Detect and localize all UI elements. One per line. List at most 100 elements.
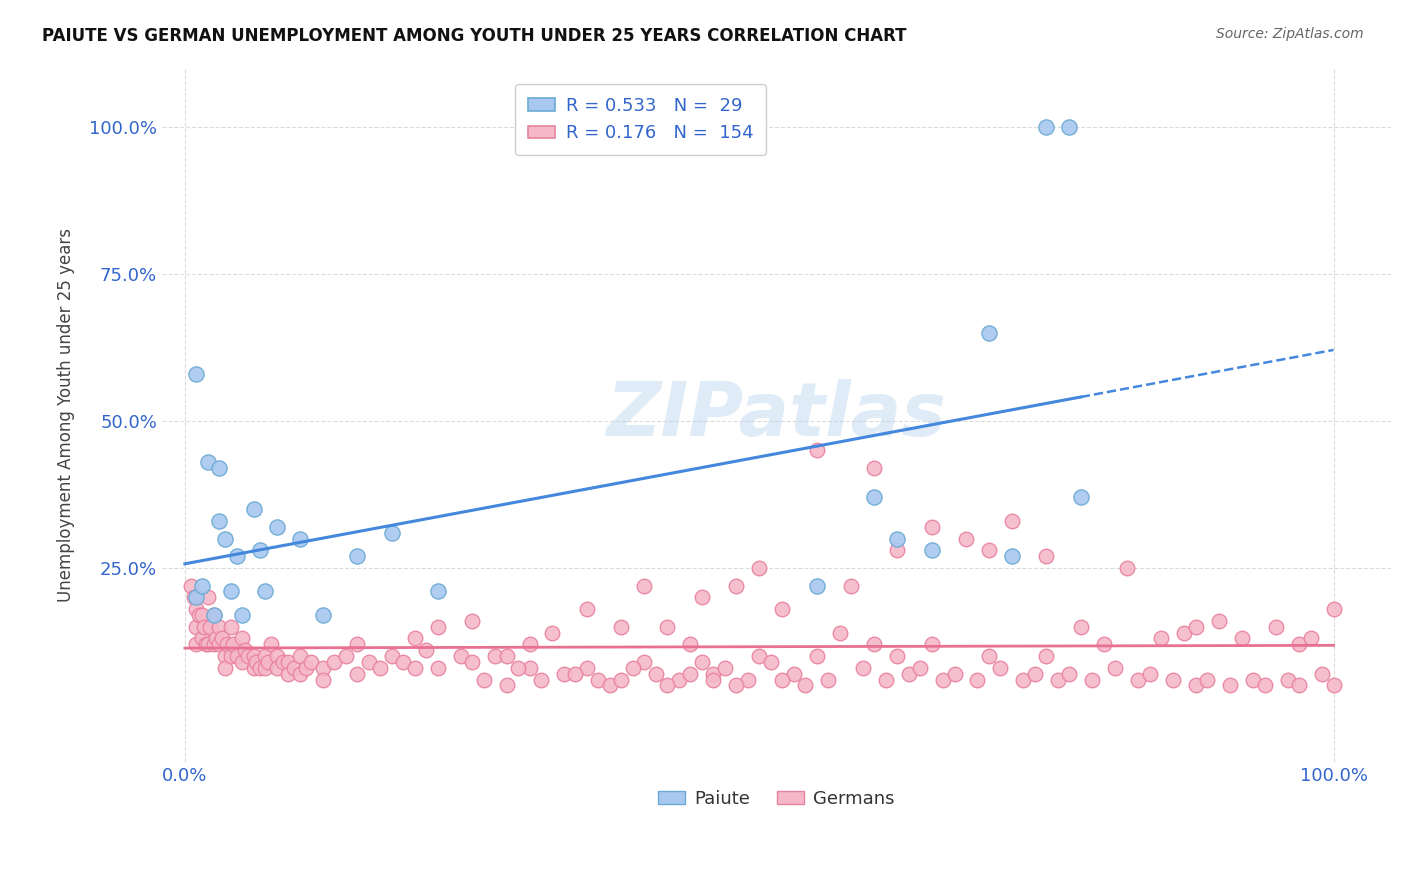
Point: [186, 367, 208, 381]
Point: [702, 673, 724, 687]
Point: [1059, 666, 1081, 681]
Point: [277, 666, 299, 681]
Point: [553, 666, 575, 681]
Point: [236, 648, 259, 663]
Point: [426, 620, 449, 634]
Point: [461, 655, 484, 669]
Point: [197, 455, 219, 469]
Point: [1173, 625, 1195, 640]
Point: [990, 661, 1012, 675]
Point: [288, 532, 311, 546]
Point: [1241, 673, 1264, 687]
Point: [770, 673, 793, 687]
Point: [187, 607, 209, 622]
Point: [225, 549, 247, 563]
Point: [690, 655, 713, 669]
Point: [283, 661, 305, 675]
Point: [1310, 666, 1333, 681]
Point: [472, 673, 495, 687]
Point: [852, 661, 875, 675]
Point: [266, 520, 288, 534]
Point: [1161, 673, 1184, 687]
Point: [266, 648, 288, 663]
Point: [828, 625, 851, 640]
Point: [575, 602, 598, 616]
Point: [1322, 678, 1344, 692]
Point: [208, 620, 231, 634]
Point: [495, 678, 517, 692]
Point: [368, 661, 391, 675]
Point: [1322, 602, 1344, 616]
Point: [233, 643, 256, 657]
Point: [817, 673, 839, 687]
Point: [1012, 673, 1035, 687]
Point: [191, 632, 214, 646]
Point: [222, 637, 245, 651]
Point: [217, 637, 239, 651]
Point: [202, 607, 225, 622]
Point: [254, 661, 277, 675]
Point: [381, 648, 404, 663]
Point: [770, 602, 793, 616]
Point: [1046, 673, 1069, 687]
Point: [921, 637, 943, 651]
Point: [725, 678, 748, 692]
Point: [198, 620, 221, 634]
Point: [484, 648, 506, 663]
Point: [748, 561, 770, 575]
Point: [415, 643, 437, 657]
Point: [1230, 632, 1253, 646]
Point: [839, 578, 862, 592]
Point: [254, 584, 277, 599]
Point: [599, 678, 621, 692]
Point: [214, 648, 236, 663]
Point: [886, 532, 908, 546]
Point: [191, 607, 214, 622]
Point: [346, 549, 368, 563]
Point: [323, 655, 346, 669]
Point: [519, 661, 541, 675]
Point: [243, 661, 266, 675]
Point: [271, 655, 294, 669]
Point: [193, 620, 215, 634]
Point: [1001, 514, 1024, 528]
Point: [243, 648, 266, 663]
Point: [588, 673, 610, 687]
Point: [1128, 673, 1150, 687]
Point: [863, 491, 886, 505]
Point: [231, 607, 253, 622]
Point: [426, 584, 449, 599]
Point: [186, 620, 208, 634]
Point: [977, 326, 1000, 340]
Point: [575, 661, 598, 675]
Point: [294, 661, 316, 675]
Point: [1184, 678, 1206, 692]
Point: [202, 607, 225, 622]
Point: [506, 661, 529, 675]
Point: [277, 655, 299, 669]
Point: [621, 661, 644, 675]
Point: [679, 637, 702, 651]
Point: [806, 578, 828, 592]
Point: [644, 666, 666, 681]
Point: [806, 443, 828, 458]
Point: [249, 661, 271, 675]
Point: [863, 637, 886, 651]
Point: [1253, 678, 1275, 692]
Point: [725, 578, 748, 592]
Point: [541, 625, 564, 640]
Point: [1265, 620, 1288, 634]
Point: [231, 632, 253, 646]
Point: [208, 461, 231, 475]
Point: [197, 591, 219, 605]
Text: ZIPatlas: ZIPatlas: [606, 378, 946, 451]
Point: [886, 648, 908, 663]
Point: [530, 673, 553, 687]
Point: [610, 673, 633, 687]
Point: [288, 666, 311, 681]
Point: [205, 632, 228, 646]
Point: [243, 502, 266, 516]
Point: [312, 661, 335, 675]
Point: [1001, 549, 1024, 563]
Point: [1288, 637, 1310, 651]
